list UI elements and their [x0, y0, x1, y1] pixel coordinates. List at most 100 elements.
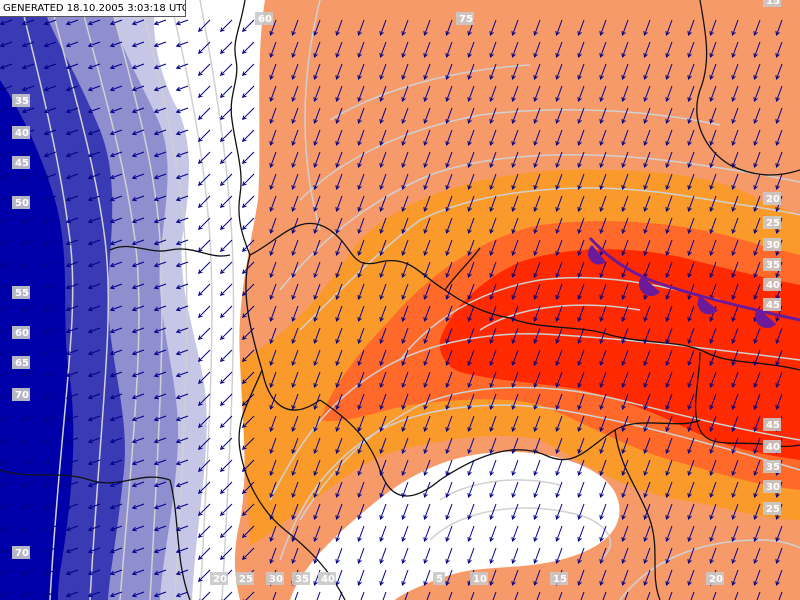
wind-arrow — [291, 195, 299, 212]
wind-arrow — [335, 569, 343, 586]
wind-arrow — [335, 63, 343, 80]
wind-arrow — [313, 283, 321, 300]
wind-arrow — [153, 261, 167, 268]
wind-arrow — [599, 481, 607, 498]
wind-arrow — [335, 19, 343, 36]
wind-arrow — [731, 459, 739, 476]
wind-arrow — [109, 503, 123, 510]
contour-label: 35 — [763, 258, 781, 271]
wind-arrow — [643, 19, 651, 36]
wind-arrow — [197, 371, 211, 385]
wind-arrow — [753, 239, 761, 256]
wind-arrow — [621, 195, 629, 212]
wind-arrow — [599, 63, 607, 80]
wind-arrow — [175, 371, 189, 378]
contour-label: 60 — [255, 12, 273, 25]
wind-arrow — [313, 41, 321, 58]
wind-arrow — [153, 459, 167, 466]
wind-arrow — [65, 569, 79, 576]
wind-arrow — [731, 437, 739, 454]
wind-arrow — [197, 19, 211, 33]
wind-arrow — [687, 349, 695, 366]
wind-arrow — [599, 239, 607, 256]
wind-arrow — [599, 41, 607, 58]
wind-arrow — [621, 547, 629, 564]
wind-arrow — [489, 41, 497, 58]
wind-arrow — [291, 283, 299, 300]
wind-arrow — [445, 459, 453, 476]
wind-arrow — [131, 151, 145, 158]
wind-arrow — [197, 173, 211, 187]
wind-arrow — [753, 173, 761, 190]
wind-arrow — [219, 239, 233, 253]
wind-arrow — [65, 481, 79, 488]
wind-arrow — [731, 415, 739, 432]
wind-arrow — [21, 63, 35, 70]
wind-arrow — [335, 283, 343, 300]
wind-arrow — [731, 41, 739, 58]
wind-arrow — [291, 525, 299, 542]
wind-arrow — [489, 503, 497, 520]
wind-arrow — [219, 173, 233, 187]
contour-label-text: 30 — [269, 574, 283, 585]
wind-arrow — [291, 503, 299, 520]
wind-arrow — [379, 151, 387, 168]
wind-arrow — [621, 129, 629, 146]
wind-arrow — [291, 547, 299, 564]
wind-arrow — [219, 283, 233, 297]
border-line — [0, 469, 171, 484]
wind-arrow — [599, 129, 607, 146]
wind-arrow — [687, 437, 695, 454]
wind-arrow — [775, 393, 783, 410]
wind-arrow — [665, 569, 673, 586]
wind-arrow — [423, 393, 431, 410]
wind-arrow — [379, 261, 387, 278]
wind-arrow — [241, 129, 255, 143]
wind-arrow — [687, 261, 695, 278]
wind-arrow — [533, 371, 541, 388]
wind-arrow — [687, 63, 695, 80]
wind-arrow — [87, 525, 101, 532]
wind-arrow — [0, 63, 13, 70]
wind-arrow — [379, 19, 387, 36]
wind-arrow — [291, 85, 299, 102]
wind-arrow — [489, 481, 497, 498]
wind-arrow — [219, 19, 233, 33]
wind-arrow — [423, 41, 431, 58]
wind-arrow — [153, 547, 167, 554]
wind-arrow — [423, 107, 431, 124]
wind-arrow — [291, 349, 299, 366]
wind-arrow — [753, 85, 761, 102]
wind-arrow — [599, 525, 607, 542]
wind-arrow — [621, 19, 629, 36]
wind-arrow — [131, 107, 145, 114]
wind-arrow — [687, 41, 695, 58]
wind-arrow — [21, 569, 35, 576]
wind-arrow — [775, 107, 783, 124]
wind-arrow — [577, 569, 585, 586]
contour-label: 40 — [763, 440, 781, 453]
wind-arrow — [753, 547, 761, 564]
wind-arrow — [731, 85, 739, 102]
contour-label: 30 — [763, 238, 781, 251]
wind-arrow — [665, 371, 673, 388]
wind-arrow — [621, 305, 629, 322]
wind-arrow — [335, 239, 343, 256]
wind-arrow — [131, 63, 145, 70]
wind-arrow — [753, 393, 761, 410]
wind-arrow — [599, 85, 607, 102]
wind-arrow — [665, 349, 673, 366]
wind-arrow — [775, 85, 783, 102]
wind-arrow — [0, 459, 13, 466]
wind-arrow — [555, 261, 563, 278]
wind-arrow — [511, 173, 519, 190]
wind-arrow — [731, 107, 739, 124]
wind-arrow — [467, 107, 475, 124]
wind-arrow — [599, 327, 607, 344]
wind-arrow — [0, 195, 13, 202]
wind-arrow — [709, 173, 717, 190]
wind-arrow — [197, 283, 211, 297]
wind-arrow — [533, 459, 541, 476]
wind-arrow — [87, 503, 101, 510]
